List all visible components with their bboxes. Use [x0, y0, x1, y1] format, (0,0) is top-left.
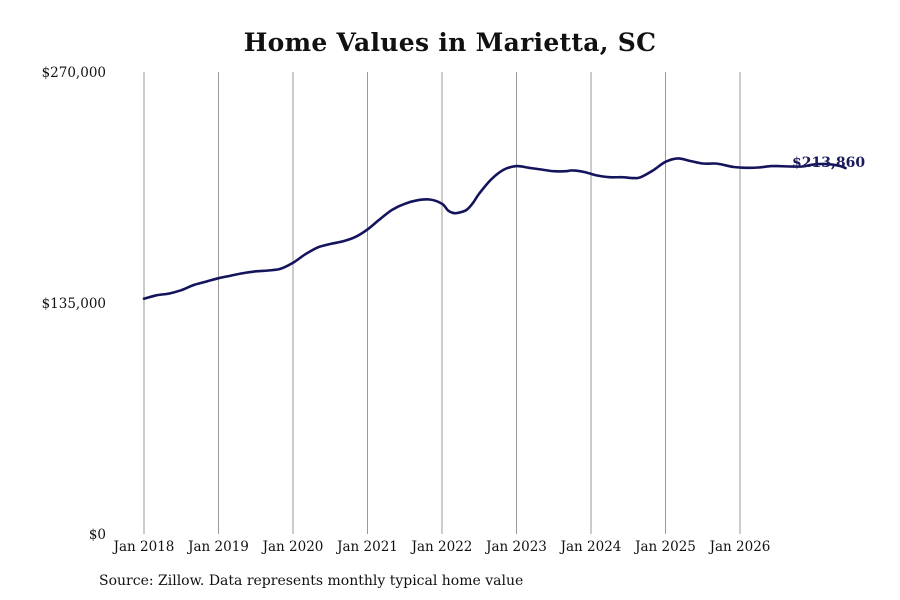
grid-lines — [143, 72, 741, 534]
y-axis-ticks: $0 $135,000 $270,000 — [42, 65, 106, 543]
x-tick-label: Jan 2024 — [559, 539, 622, 555]
end-value-label: $213,860 — [792, 155, 865, 171]
series-layer — [142, 157, 847, 300]
x-axis-ticks: Jan 2018 Jan 2019 Jan 2020 Jan 2021 Jan 2022… — [112, 539, 771, 555]
x-tick-label: Jan 2025 — [633, 539, 696, 555]
end-label-layer: $213,860 — [792, 155, 865, 171]
series-line — [142, 157, 847, 300]
x-tick-label: Jan 2020 — [261, 539, 324, 555]
x-tick-label: Jan 2022 — [410, 539, 473, 555]
x-tick-label: Jan 2023 — [484, 539, 547, 555]
y-tick-label: $270,000 — [42, 65, 106, 81]
x-tick-label: Jan 2026 — [708, 539, 771, 555]
x-tick-label: Jan 2019 — [186, 539, 249, 555]
x-tick-label: Jan 2018 — [112, 539, 175, 555]
y-tick-label: $135,000 — [42, 296, 106, 312]
x-tick-label: Jan 2021 — [335, 539, 398, 555]
y-tick-label: $0 — [89, 527, 106, 543]
chart-title: Home Values in Marietta, SC — [243, 28, 657, 57]
source-note: Source: Zillow. Data represents monthly … — [99, 573, 524, 589]
